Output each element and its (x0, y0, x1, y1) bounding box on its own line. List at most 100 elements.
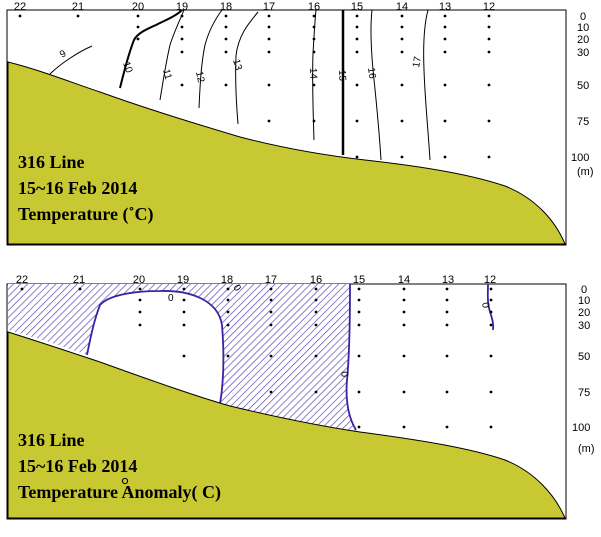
sample-point (402, 354, 406, 358)
sample-point (180, 14, 184, 18)
sample-point (224, 37, 228, 41)
sample-point (445, 310, 449, 314)
sample-point (226, 354, 230, 358)
sample-point (402, 323, 406, 327)
sample-point (314, 310, 318, 314)
isotherms (49, 9, 431, 161)
sample-point (182, 310, 186, 314)
seabed (7, 331, 566, 519)
sample-point (402, 425, 406, 429)
sample-point (224, 83, 228, 87)
sample-point (443, 25, 447, 29)
sample-point (443, 50, 447, 54)
sample-point (355, 25, 359, 29)
station-label: 18 (221, 274, 233, 286)
sample-point (402, 287, 406, 291)
title-line: 15~16 Feb 2014 (18, 178, 137, 198)
sample-point (357, 323, 361, 327)
sample-point (224, 50, 228, 54)
sample-point (355, 50, 359, 54)
sample-point (138, 287, 142, 291)
sample-point (180, 37, 184, 41)
sample-point (443, 83, 447, 87)
sample-point (312, 14, 316, 18)
sample-point (400, 155, 404, 159)
sample-point (489, 425, 493, 429)
sample-point (226, 310, 230, 314)
sample-point (489, 323, 493, 327)
sample-point (267, 14, 271, 18)
sample-point (312, 37, 316, 41)
sample-point (357, 390, 361, 394)
sample-point (489, 390, 493, 394)
isotherm-label: 16 (365, 67, 378, 80)
sample-point (445, 354, 449, 358)
sample-point (443, 119, 447, 123)
sample-point (357, 354, 361, 358)
station-label: 22 (14, 1, 26, 13)
isotherm-line (198, 9, 223, 109)
sample-point (445, 425, 449, 429)
sample-point (487, 83, 491, 87)
sample-point (18, 14, 22, 18)
depth-label: 20 (577, 34, 589, 46)
sample-point (138, 310, 142, 314)
sample-point (138, 323, 142, 327)
sample-point (487, 50, 491, 54)
sample-point (20, 287, 24, 291)
sample-point (269, 287, 273, 291)
temperature-anomaly-panel: 0 0 0 0 22 21 20 19 18 17 16 15 14 13 12… (6, 274, 595, 520)
station-label: 12 (484, 274, 496, 286)
sample-point (357, 425, 361, 429)
station-label: 15 (353, 274, 365, 286)
panel-title: 316 Line 15~16 Feb 2014 Temperature (˚C) (18, 152, 153, 225)
sample-points (20, 287, 493, 429)
isotherm-label: 9 (58, 48, 69, 61)
depth-label: 0 (580, 11, 586, 23)
sample-point (357, 298, 361, 302)
panel-title: 316 Line 15~16 Feb 2014 Temperature Anom… (18, 430, 221, 503)
title-line: 316 Line (18, 430, 85, 450)
sample-point (400, 25, 404, 29)
sample-point (400, 83, 404, 87)
depth-label: 75 (578, 387, 590, 399)
station-label: 17 (265, 274, 277, 286)
depth-label: 75 (577, 116, 589, 128)
isotherm-labels: 9 10 11 12 13 14 15 16 17 (58, 48, 424, 84)
sample-point (269, 310, 273, 314)
station-label: 15 (351, 1, 363, 13)
seabed (7, 61, 566, 245)
station-label: 16 (310, 274, 322, 286)
sample-point (269, 323, 273, 327)
anomaly-contour (86, 290, 225, 405)
sample-point (182, 354, 186, 358)
sample-point (314, 390, 318, 394)
sample-point (180, 50, 184, 54)
sample-point (314, 354, 318, 358)
depth-label: 100 (571, 152, 589, 164)
isotherm-label: 11 (160, 68, 173, 81)
sample-point (489, 354, 493, 358)
sample-point (489, 287, 493, 291)
isotherm-label: 12 (193, 70, 206, 84)
sample-point (267, 25, 271, 29)
sample-point (269, 354, 273, 358)
sample-point (487, 37, 491, 41)
depth-label: 30 (578, 320, 590, 332)
sample-point (136, 25, 140, 29)
sample-point (487, 14, 491, 18)
depth-label: 50 (577, 80, 589, 92)
sample-point (314, 298, 318, 302)
sample-point (445, 287, 449, 291)
title-line: Temperature Anomaly( C) (18, 482, 221, 503)
sample-point (267, 83, 271, 87)
sample-point (180, 83, 184, 87)
sample-point (78, 287, 82, 291)
sample-point (400, 119, 404, 123)
sample-point (357, 310, 361, 314)
sample-point (314, 323, 318, 327)
station-label: 12 (483, 1, 495, 13)
sample-point (357, 287, 361, 291)
sample-point (487, 119, 491, 123)
